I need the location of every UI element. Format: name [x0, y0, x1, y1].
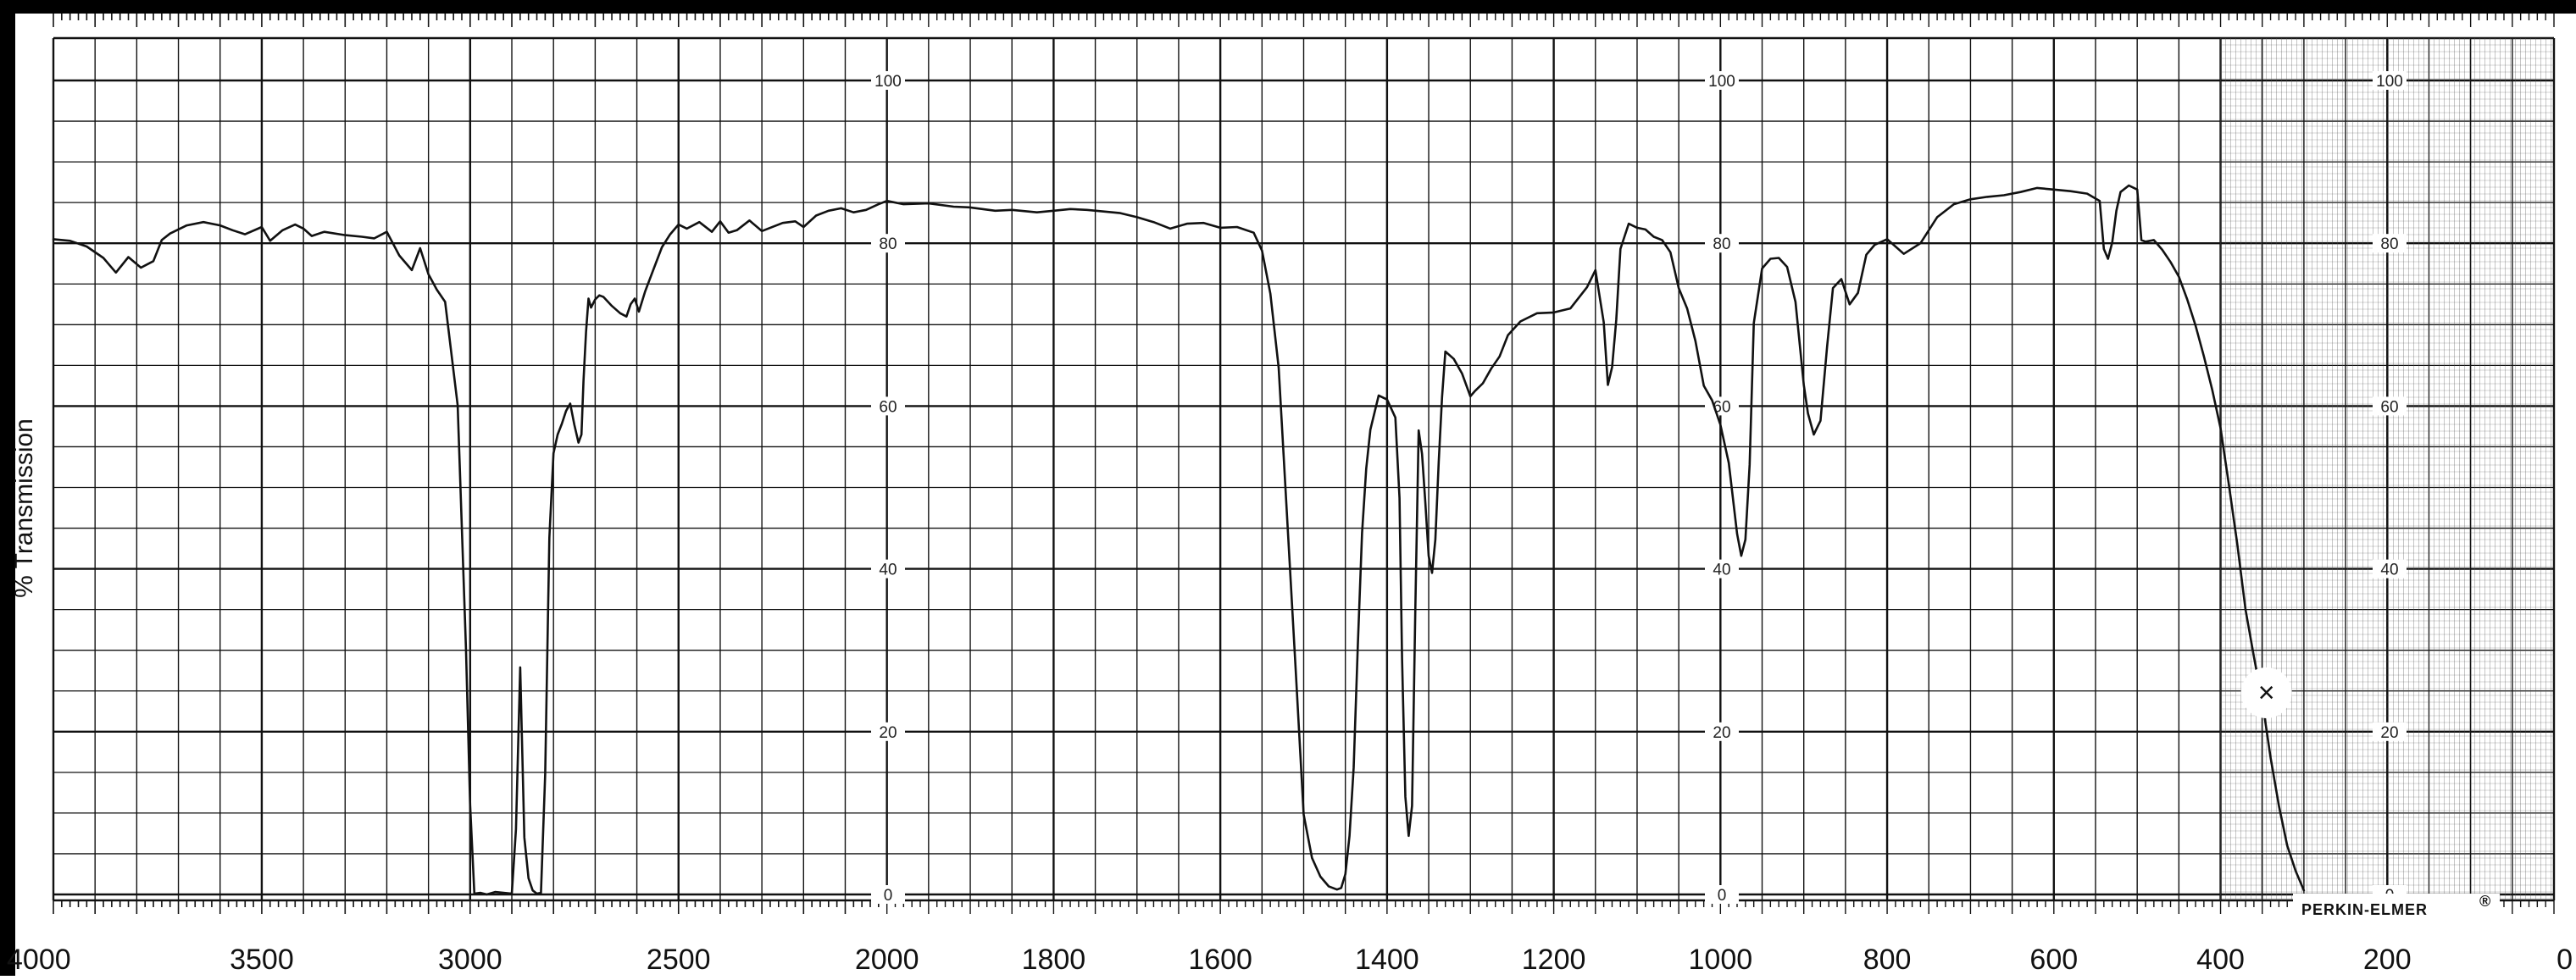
scale-label-background	[2373, 234, 2407, 253]
scale-label-background	[871, 71, 905, 90]
transmission-scale-label: 100	[1708, 73, 1735, 91]
scale-label-background	[871, 559, 905, 579]
transmission-scale-label: 60	[2380, 398, 2398, 416]
x-tick-label: 600	[2029, 944, 2078, 976]
marker-x-symbol: ×	[2258, 677, 2275, 709]
x-tick-label: 1400	[1355, 944, 1419, 976]
x-tick-label: 1000	[1689, 944, 1753, 976]
x-tick-label: 400	[2196, 944, 2245, 976]
x-tick-label: 200	[2363, 944, 2412, 976]
y-axis-label: % Transmission	[10, 418, 38, 598]
x-tick-label: 4000	[7, 944, 71, 976]
transmission-scale-label: 0	[884, 887, 893, 905]
spectrum-trace	[52, 184, 2306, 896]
transmission-scale-label: 100	[2376, 73, 2403, 91]
left-border	[0, 0, 15, 976]
x-tick-label: 2500	[647, 944, 711, 976]
scale-label-background	[2373, 559, 2407, 579]
top-border	[0, 0, 2576, 14]
scale-label-background	[1705, 234, 1739, 253]
transmission-scale-label: 20	[879, 724, 897, 742]
bottom-tick-marks	[53, 900, 2555, 914]
transmission-scale-label: 20	[2380, 724, 2398, 742]
x-tick-label: 2000	[855, 944, 919, 976]
transmission-scale-label: 40	[1713, 562, 1730, 579]
brand-registered-mark: ®	[2479, 893, 2491, 910]
brand-name: PERKIN-ELMER	[2301, 901, 2428, 918]
transmission-scale-label: 0	[1718, 887, 1727, 905]
x-tick-label: 1800	[1022, 944, 1086, 976]
scale-label-background	[1705, 71, 1739, 90]
scale-label-background	[871, 722, 905, 741]
top-tick-marks	[53, 14, 2555, 27]
transmission-scale-label: 100	[874, 73, 902, 91]
transmission-scale-label: 80	[879, 235, 897, 253]
x-tick-label: 0	[2557, 944, 2573, 976]
transmission-scale-label: 60	[1713, 398, 1730, 416]
scale-label-background	[871, 234, 905, 253]
annotation-marker: ×	[2240, 667, 2292, 718]
x-tick-label: 800	[1863, 944, 1912, 976]
brand-logo: PERKIN-ELMER ®	[2293, 893, 2500, 921]
x-tick-label: 3500	[230, 944, 294, 976]
transmission-scale-label: 80	[1713, 235, 1730, 253]
scale-label-background	[1705, 722, 1739, 741]
transmission-scale-label: 20	[1713, 724, 1730, 742]
x-tick-label: 3000	[438, 944, 502, 976]
x-axis-tick-labels: 4000 3500 3000 2500 2000 1800 1600 1400 1200 1000…	[7, 944, 2573, 976]
grid-lines	[52, 36, 2556, 902]
transmission-scale-label: 80	[2380, 235, 2398, 253]
scale-label-background	[871, 885, 905, 904]
marker-circle	[2240, 667, 2292, 718]
transmission-scale-label: 40	[2380, 562, 2398, 579]
x-tick-label: 1200	[1522, 944, 1586, 976]
transmission-scale-label: 60	[879, 398, 897, 416]
scale-label-background	[871, 396, 905, 416]
scale-label-background	[1705, 559, 1739, 579]
scale-label-background	[2373, 722, 2407, 741]
transmission-scale-label: 40	[879, 562, 897, 579]
scale-label-background	[2373, 396, 2407, 416]
scale-label-background	[1705, 885, 1739, 904]
scale-label-background	[2373, 71, 2407, 90]
x-tick-label: 1600	[1188, 944, 1252, 976]
